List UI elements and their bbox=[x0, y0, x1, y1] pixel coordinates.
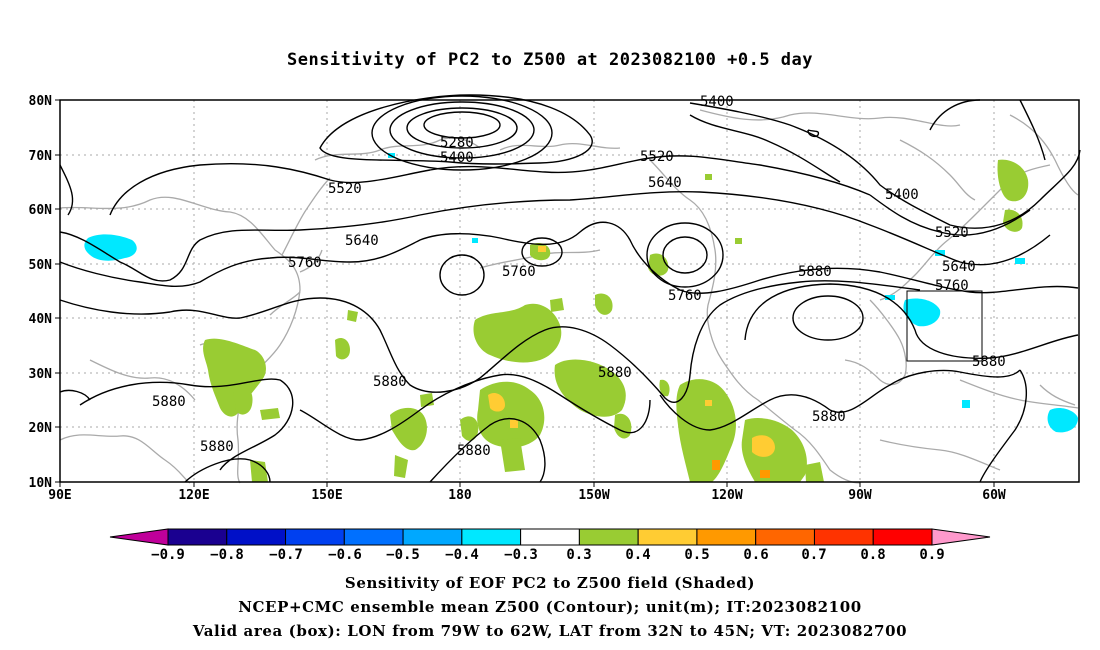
colorbar-label: −0.5 bbox=[386, 547, 420, 563]
colorbar-label: 0.8 bbox=[860, 547, 885, 563]
colorbar-cells bbox=[167, 528, 933, 546]
colorbar-label: 0.6 bbox=[743, 547, 768, 563]
colorbar-cell bbox=[872, 528, 933, 546]
footer-line-2: NCEP+CMC ensemble mean Z500 (Contour); u… bbox=[238, 598, 862, 616]
lon-label: 180 bbox=[448, 488, 472, 503]
lon-label: 150W bbox=[578, 488, 609, 503]
footer-line-1: Sensitivity of EOF PC2 to Z500 field (Sh… bbox=[344, 574, 756, 592]
lon-label: 150E bbox=[311, 488, 342, 503]
contour-label: 5760 bbox=[935, 278, 969, 294]
colorbar-cell bbox=[637, 528, 698, 546]
lat-label: 20N bbox=[29, 421, 53, 436]
contour-label: 5880 bbox=[598, 365, 632, 381]
lat-label: 10N bbox=[29, 476, 53, 491]
z500-contours bbox=[59, 94, 1081, 483]
contour-label: 5640 bbox=[942, 259, 976, 275]
contour-label: 5640 bbox=[648, 175, 682, 191]
contour-label: 5880 bbox=[972, 354, 1006, 370]
colorbar-label: −0.9 bbox=[151, 547, 185, 563]
colorbar-label: −0.6 bbox=[328, 547, 362, 563]
lat-label: 30N bbox=[29, 367, 53, 382]
contour-label: 5760 bbox=[288, 255, 322, 271]
lat-label: 70N bbox=[29, 149, 53, 164]
colorbar-left-arrow bbox=[109, 528, 169, 546]
colorbar-cell bbox=[696, 528, 757, 546]
lat-axis-labels: 80N 70N 60N 50N 40N 30N 20N 10N bbox=[29, 94, 53, 491]
colorbar-label: −0.7 bbox=[269, 547, 303, 563]
colorbar-label: 0.3 bbox=[566, 547, 591, 563]
contour-label: 5880 bbox=[798, 264, 832, 280]
contour-label: 5520 bbox=[640, 149, 674, 165]
colorbar: −0.9 −0.8 −0.7 −0.6 −0.5 −0.4 −0.3 0.3 0… bbox=[109, 528, 991, 563]
lat-label: 40N bbox=[29, 312, 53, 327]
negative-0.4-patches bbox=[84, 153, 1078, 433]
contour-label: 5400 bbox=[885, 187, 919, 203]
colorbar-cell bbox=[402, 528, 463, 546]
lon-label: 60W bbox=[982, 488, 1006, 503]
valid-area-box bbox=[906, 290, 983, 362]
lat-label: 80N bbox=[29, 94, 53, 109]
lat-label: 50N bbox=[29, 258, 53, 273]
coastlines bbox=[59, 109, 1079, 484]
colorbar-cell bbox=[343, 528, 404, 546]
colorbar-cell bbox=[755, 528, 815, 546]
sensitivity-shading bbox=[84, 153, 1078, 482]
lon-axis-labels: 90E 120E 150E 180 150W 120W 90W 60W bbox=[48, 488, 1006, 503]
colorbar-cell bbox=[578, 528, 639, 546]
positive-0.5-patches bbox=[712, 460, 770, 478]
colorbar-cell bbox=[461, 528, 522, 546]
contour-label: 5760 bbox=[502, 264, 536, 280]
footer-line-3: Valid area (box): LON from 79W to 62W, L… bbox=[192, 622, 908, 640]
contour-label: 5520 bbox=[328, 181, 362, 197]
contour-label: 5760 bbox=[668, 288, 702, 304]
colorbar-cell bbox=[520, 528, 580, 546]
colorbar-cell bbox=[813, 528, 874, 546]
colorbar-label: 0.9 bbox=[919, 547, 944, 563]
colorbar-label: 0.5 bbox=[684, 547, 709, 563]
tick-marks bbox=[55, 99, 995, 487]
positive-0.4-patches bbox=[488, 246, 775, 457]
colorbar-label: 0.4 bbox=[625, 547, 650, 563]
contour-label: 5280 bbox=[440, 135, 474, 151]
lon-label: 120E bbox=[178, 488, 209, 503]
contour-label: 5880 bbox=[152, 394, 186, 410]
contour-label-group: 5400 5280 5400 5520 5520 5640 5640 5760 … bbox=[152, 94, 1006, 459]
colorbar-cell bbox=[226, 528, 287, 546]
lon-label: 90E bbox=[48, 488, 71, 503]
colorbar-cell bbox=[285, 528, 345, 546]
colorbar-right-arrow bbox=[931, 528, 991, 546]
lon-label: 120W bbox=[711, 488, 742, 503]
contour-label: 5880 bbox=[200, 439, 234, 455]
chart-title: Sensitivity of PC2 to Z500 at 2023082100… bbox=[286, 50, 813, 70]
map-frame bbox=[59, 99, 1080, 483]
contour-label: 5880 bbox=[373, 374, 407, 390]
colorbar-label: 0.7 bbox=[801, 547, 826, 563]
lat-label: 60N bbox=[29, 203, 53, 218]
contour-label: 5520 bbox=[935, 225, 969, 241]
contour-label: 5880 bbox=[812, 409, 846, 425]
colorbar-label: −0.3 bbox=[504, 547, 538, 563]
colorbar-cell bbox=[167, 528, 228, 546]
colorbar-labels: −0.9 −0.8 −0.7 −0.6 −0.5 −0.4 −0.3 0.3 0… bbox=[151, 547, 945, 563]
contour-label: 5640 bbox=[345, 233, 379, 249]
positive-0.3-patches bbox=[203, 159, 1029, 482]
colorbar-label: −0.8 bbox=[210, 547, 244, 563]
contour-label: 5400 bbox=[700, 94, 734, 110]
lon-label: 90W bbox=[848, 488, 872, 503]
colorbar-label: −0.4 bbox=[445, 547, 479, 563]
contour-label: 5400 bbox=[440, 150, 474, 166]
contour-label: 5880 bbox=[457, 443, 491, 459]
